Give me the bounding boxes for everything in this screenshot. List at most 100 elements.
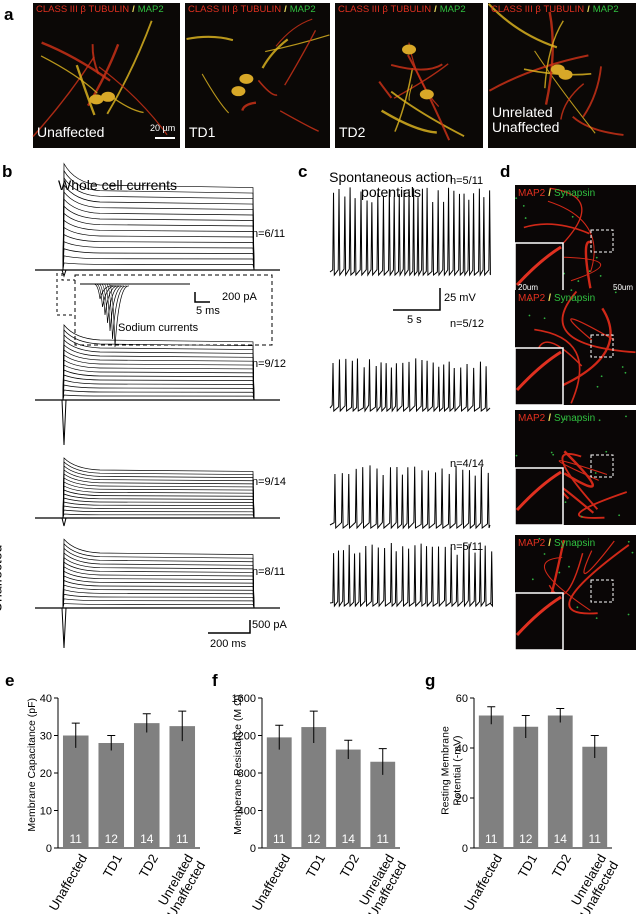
current-trace [62, 485, 255, 519]
image-caption: TD1 [189, 124, 216, 140]
stain-header: CLASS III β TUBULIN / MAP2 [338, 4, 466, 15]
scale-label: 200 pA [222, 291, 257, 303]
synapse-dot [618, 514, 621, 517]
neurite [544, 20, 564, 89]
bar [169, 726, 196, 848]
row-label: Unrelated Unaffected [0, 544, 5, 613]
bar [133, 723, 160, 848]
current-trace [62, 593, 255, 609]
synapse-dot [568, 565, 570, 568]
inset-neurite [515, 470, 562, 512]
sodium-trace [101, 283, 122, 324]
synapse-dot [543, 553, 546, 555]
current-trace [62, 584, 255, 609]
bar-label: 11 [589, 832, 602, 846]
stain-header: CLASS III β TUBULIN / MAP2 [491, 4, 619, 15]
current-trace [62, 481, 255, 519]
current-trace [62, 465, 255, 519]
inset-neurite [515, 245, 562, 287]
stain-header: MAP2/Synapsin [518, 413, 595, 424]
error-bar [178, 710, 187, 742]
neurite [40, 55, 98, 94]
n-label: n=4/14 [450, 458, 484, 470]
synapse-dot [600, 375, 603, 378]
synapse-dot [558, 571, 561, 574]
cell-body [231, 86, 246, 97]
error-bar [521, 715, 530, 738]
neurite [523, 223, 590, 235]
bar-label: 11 [70, 832, 83, 846]
scale-label: 50um [613, 283, 634, 292]
neurite [186, 35, 234, 42]
neurite [106, 20, 153, 115]
neurite [408, 84, 413, 101]
synapse-dot [564, 501, 567, 504]
synapse-dot [595, 617, 598, 620]
neurite [570, 318, 615, 341]
neurite [547, 200, 595, 273]
sodium-trace [106, 283, 127, 340]
current-trace [62, 603, 255, 609]
neurite [284, 29, 317, 86]
stain-red: MAP2 [518, 413, 546, 424]
y-tick-label: 20 [40, 768, 52, 780]
sodium-trace [108, 283, 130, 348]
synapse-dot [625, 415, 627, 418]
y-tick-label: 60 [456, 693, 468, 705]
synapse-dot [588, 270, 591, 273]
neurite [568, 544, 630, 615]
bar-label: 11 [176, 832, 189, 846]
y-tick-label: 20 [456, 793, 468, 805]
current-trace [62, 579, 255, 609]
stain-header: MAP2/Synapsin [518, 188, 595, 199]
bar-label: 11 [273, 832, 286, 846]
current-trace [62, 364, 255, 401]
stain-red: MAP2 [518, 538, 546, 549]
scale-label: 200 ms [210, 638, 247, 650]
image-caption: Unaffected [37, 124, 105, 140]
current-trace [62, 389, 255, 401]
panel-label: b [2, 162, 13, 181]
neurite [487, 3, 558, 49]
scale-bar [194, 292, 210, 303]
neurite [543, 556, 591, 611]
roi-box [590, 579, 614, 603]
n-label: n=5/12 [450, 318, 484, 330]
synapse-dot [580, 515, 583, 518]
error-bar [107, 735, 116, 751]
synapse-dot [550, 451, 553, 454]
cell-body [402, 44, 417, 55]
stain-green: MAP2 [137, 4, 164, 15]
bar-label: 14 [554, 832, 568, 846]
synapse-dot [570, 289, 573, 292]
current-trace [62, 589, 255, 609]
panel-label: d [500, 162, 511, 181]
neurite [75, 64, 96, 116]
neurite [563, 450, 594, 488]
error-bar [142, 713, 151, 733]
neurite [390, 63, 443, 71]
cell-body [89, 94, 104, 105]
current-trace [62, 394, 255, 401]
stain-green: Synapsin [554, 293, 596, 304]
current-trace [62, 241, 255, 271]
current-trace [62, 505, 255, 519]
current-trace [62, 457, 255, 519]
panel-label: a [4, 5, 14, 24]
synapse-dot [571, 215, 574, 218]
bar-label: 11 [377, 832, 390, 846]
synapse-dot [631, 551, 634, 554]
y-tick-label: 0 [46, 843, 52, 855]
current-trace [62, 176, 255, 271]
current-trace [62, 198, 255, 271]
current-trace [62, 556, 255, 609]
current-trace [62, 324, 255, 401]
synapse-dot [605, 450, 608, 453]
current-trace [62, 248, 255, 271]
synapse-dot [598, 419, 601, 422]
cell-body [558, 69, 573, 80]
stain-red: CLASS III β TUBULIN [491, 4, 585, 15]
y-tick-label: 10 [40, 806, 52, 818]
neurite [393, 63, 449, 99]
